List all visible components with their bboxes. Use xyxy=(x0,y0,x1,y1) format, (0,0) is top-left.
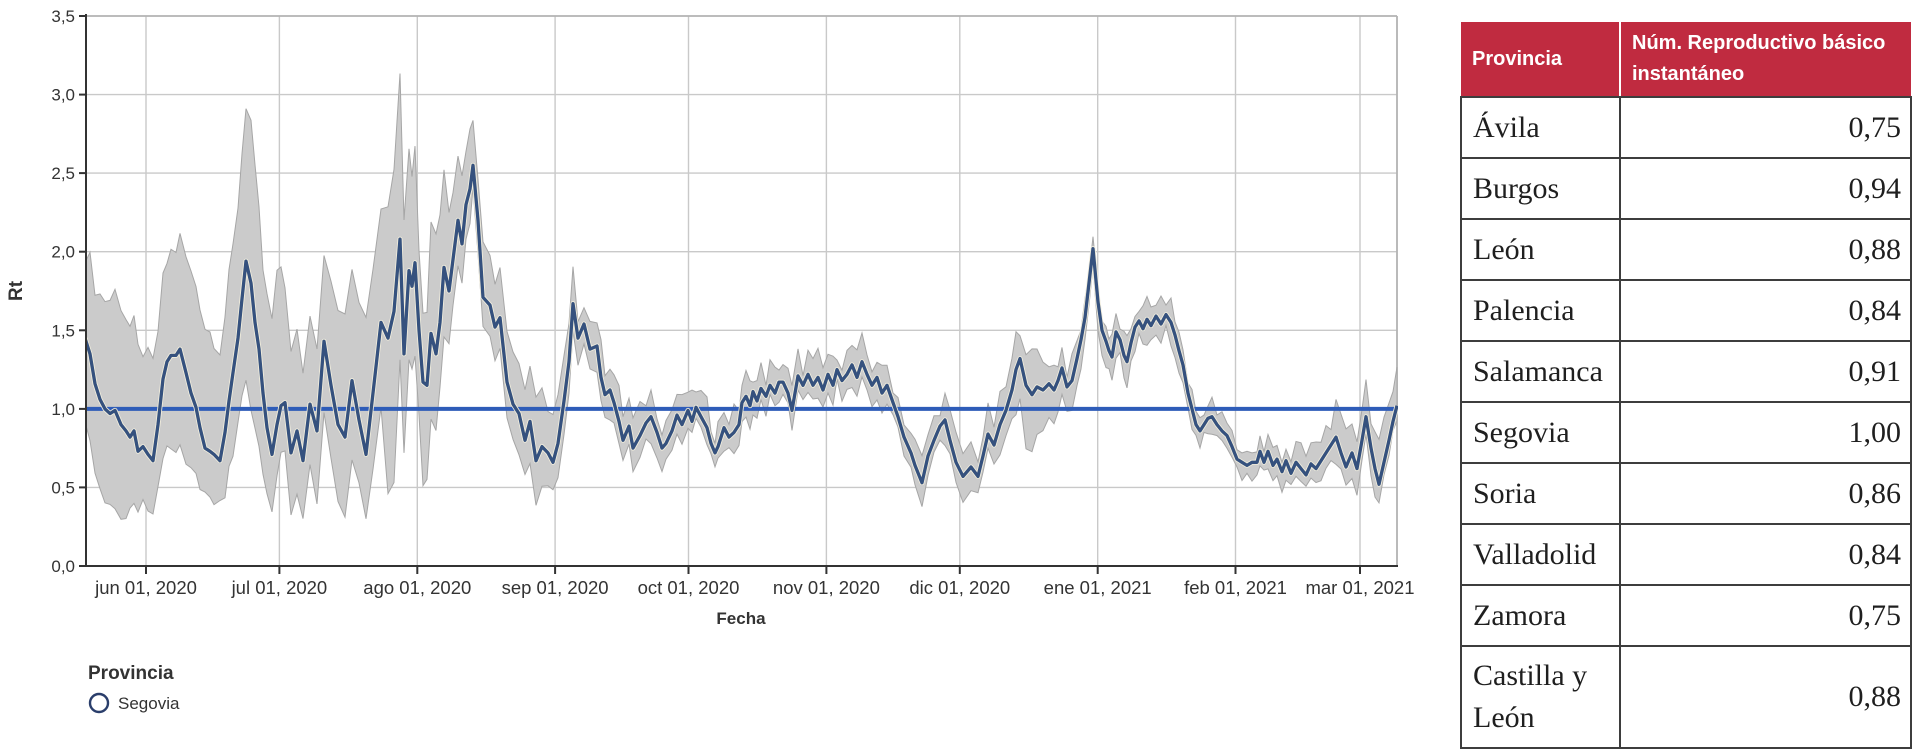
svg-text:2,5: 2,5 xyxy=(51,164,75,183)
svg-text:ago 01, 2020: ago 01, 2020 xyxy=(363,577,471,598)
svg-text:0,0: 0,0 xyxy=(51,557,75,576)
svg-text:Provincia: Provincia xyxy=(88,663,174,684)
svg-text:ene 01, 2021: ene 01, 2021 xyxy=(1044,577,1152,598)
svg-text:sep 01, 2020: sep 01, 2020 xyxy=(502,577,609,598)
svg-text:Rt: Rt xyxy=(6,280,27,301)
svg-text:3,5: 3,5 xyxy=(51,7,75,26)
svg-text:1,0: 1,0 xyxy=(51,400,75,419)
svg-text:2,0: 2,0 xyxy=(51,243,75,262)
svg-text:jun 01, 2020: jun 01, 2020 xyxy=(94,577,197,598)
svg-text:mar 01, 2021: mar 01, 2021 xyxy=(1305,577,1414,598)
svg-text:dic 01, 2020: dic 01, 2020 xyxy=(909,577,1010,598)
svg-text:nov 01, 2020: nov 01, 2020 xyxy=(773,577,880,598)
svg-text:Fecha: Fecha xyxy=(716,609,766,628)
svg-text:1,5: 1,5 xyxy=(51,321,75,340)
svg-text:oct 01, 2020: oct 01, 2020 xyxy=(638,577,740,598)
svg-text:3,0: 3,0 xyxy=(51,86,75,105)
svg-text:Segovia: Segovia xyxy=(118,694,180,713)
svg-text:jul 01, 2020: jul 01, 2020 xyxy=(231,577,328,598)
svg-text:feb 01, 2021: feb 01, 2021 xyxy=(1184,577,1287,598)
svg-text:0,5: 0,5 xyxy=(51,478,75,497)
